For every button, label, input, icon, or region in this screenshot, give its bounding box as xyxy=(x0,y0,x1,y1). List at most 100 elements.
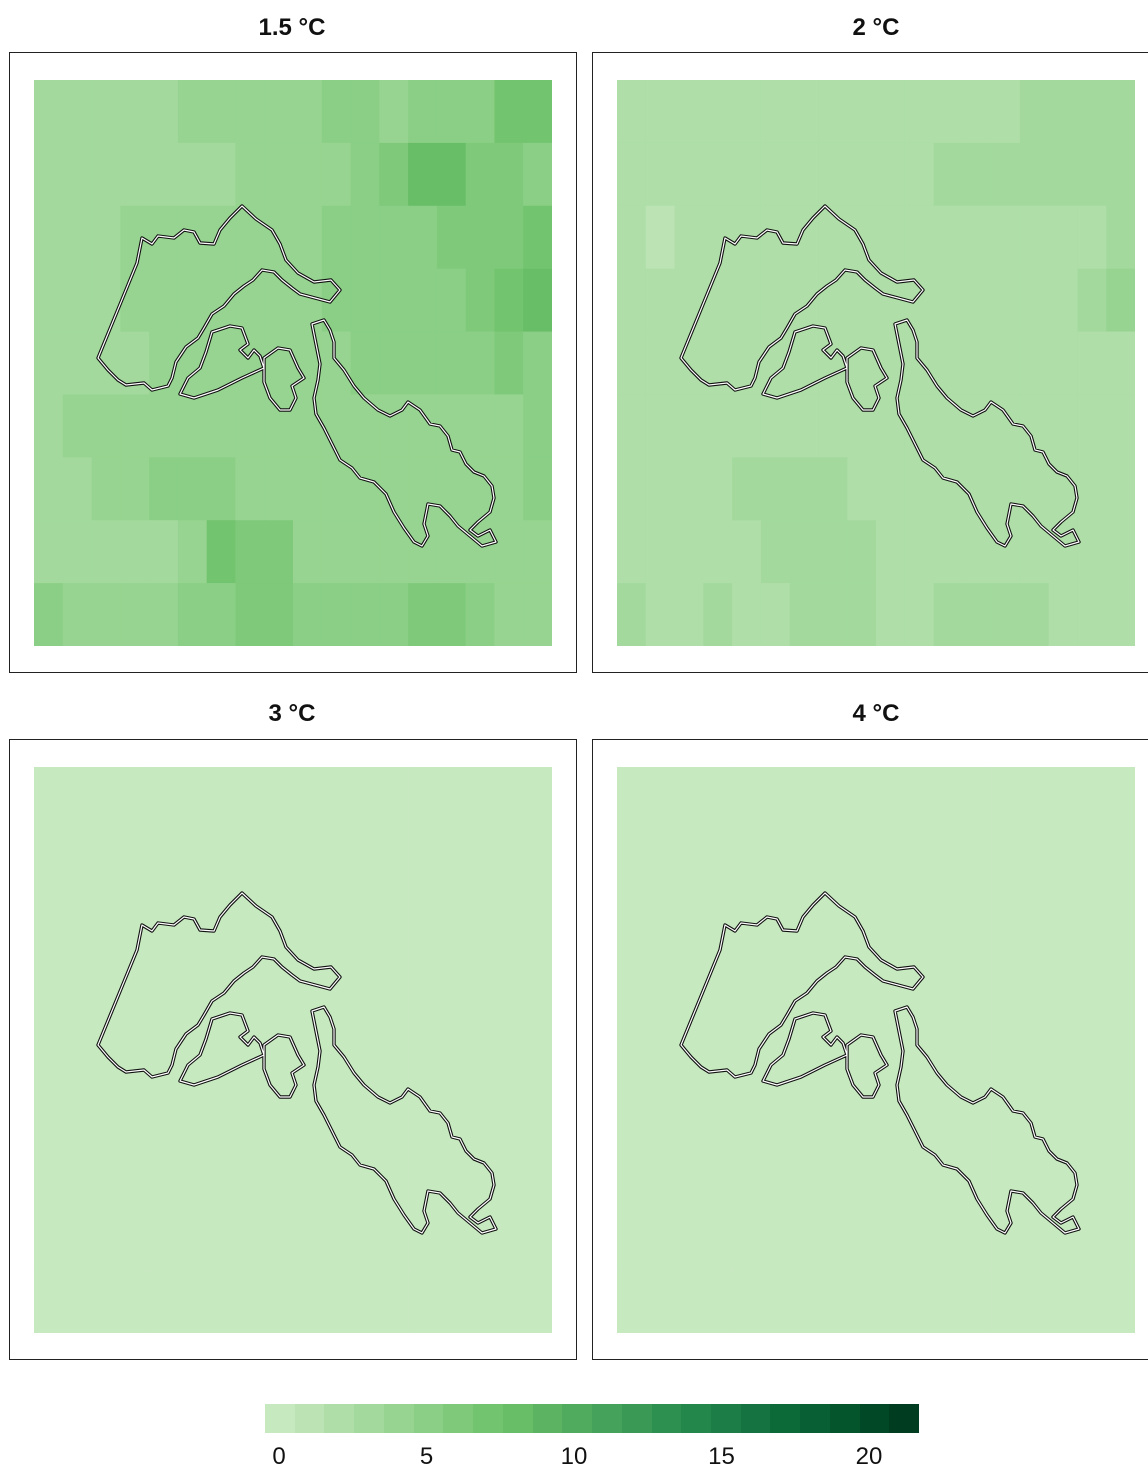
grid-cell xyxy=(293,80,323,144)
grid-cell xyxy=(149,1207,179,1271)
grid-cell xyxy=(732,394,762,458)
map-field xyxy=(617,80,1135,646)
grid-cell xyxy=(379,205,409,270)
grid-cell xyxy=(1106,1207,1135,1271)
grid-cell xyxy=(408,892,438,957)
grid-cell xyxy=(91,520,121,584)
grid-cell xyxy=(732,331,762,396)
grid-cell xyxy=(962,268,992,333)
panel-title: 3 °C xyxy=(268,700,316,727)
grid-cell xyxy=(120,268,150,333)
grid-cell xyxy=(235,80,265,144)
grid-cell xyxy=(674,829,704,894)
grid-cell xyxy=(1019,1144,1050,1208)
grid-cell xyxy=(34,767,64,831)
grid-cell xyxy=(494,955,524,1020)
colorbar-tick-label: 15 xyxy=(708,1443,735,1470)
grid-cell xyxy=(933,1207,963,1271)
grid-cell xyxy=(818,142,848,207)
grid-cell xyxy=(703,1081,733,1145)
grid-cell xyxy=(933,520,963,584)
colorbar-tick-label: 5 xyxy=(419,1443,434,1470)
grid-cell xyxy=(933,80,963,144)
grid-cell xyxy=(991,331,1021,396)
grid-cell xyxy=(1106,80,1135,144)
grid-cell xyxy=(321,892,352,957)
colorbar-swatch xyxy=(651,1404,682,1433)
grid-cell xyxy=(847,829,877,894)
grid-cell xyxy=(408,1018,438,1083)
grid-cell xyxy=(523,80,552,144)
grid-cell xyxy=(494,767,524,831)
grid-cell xyxy=(904,520,935,584)
grid-cell xyxy=(732,457,762,521)
grid-cell xyxy=(818,520,848,584)
grid-cell xyxy=(465,1018,496,1083)
grid-cell xyxy=(876,520,906,584)
grid-cell xyxy=(703,955,733,1020)
grid-cell xyxy=(1048,1018,1079,1083)
grid-cell xyxy=(818,268,848,333)
grid-cell xyxy=(1019,205,1050,270)
grid-cell xyxy=(264,142,294,207)
grid-cell xyxy=(933,583,963,646)
grid-cell xyxy=(1077,767,1107,831)
grid-cell xyxy=(62,955,93,1020)
grid-cell xyxy=(818,767,848,831)
grid-cell xyxy=(436,767,467,831)
grid-cell xyxy=(62,1018,93,1083)
grid-cell xyxy=(120,583,150,646)
grid-cell xyxy=(321,457,352,521)
grid-cell xyxy=(62,268,93,333)
grid-cell xyxy=(789,1018,820,1083)
grid-cell xyxy=(847,1144,877,1208)
grid-cell xyxy=(350,268,380,333)
map-svg xyxy=(617,767,1135,1333)
grid-cell xyxy=(350,1144,380,1208)
grid-cell xyxy=(1019,331,1050,396)
grid-cell xyxy=(91,394,121,458)
grid-cell xyxy=(523,1081,552,1145)
grid-cell xyxy=(408,1144,438,1208)
grid-cell xyxy=(674,1207,704,1271)
grid-cell xyxy=(904,457,935,521)
grid-cell xyxy=(1106,829,1135,894)
grid-cell xyxy=(818,829,848,894)
grid-cell xyxy=(617,1018,647,1083)
grid-cell xyxy=(904,80,935,144)
grid-cell xyxy=(674,1144,704,1208)
grid-cell xyxy=(1048,955,1079,1020)
grid-cell xyxy=(876,457,906,521)
grid-cell xyxy=(674,268,704,333)
grid-cell xyxy=(293,583,323,646)
grid-cell xyxy=(1106,457,1135,521)
grid-cell xyxy=(760,457,791,521)
grid-cell xyxy=(235,268,265,333)
grid-cell xyxy=(876,394,906,458)
grid-cell xyxy=(523,892,552,957)
grid-cell xyxy=(91,80,121,144)
grid-cell xyxy=(494,1081,524,1145)
grid-cell xyxy=(760,955,791,1020)
colorbar-swatch xyxy=(265,1404,295,1433)
grid-cell xyxy=(1106,955,1135,1020)
grid-cell xyxy=(206,394,237,458)
grid-cell xyxy=(436,142,467,207)
grid-cell xyxy=(1077,1207,1107,1271)
grid-cell xyxy=(645,892,676,957)
grid-cell xyxy=(350,767,380,831)
grid-cell xyxy=(494,457,524,521)
grid-cell xyxy=(732,955,762,1020)
grid-cell xyxy=(645,955,676,1020)
grid-cell xyxy=(465,767,496,831)
grid-cell xyxy=(617,457,647,521)
grid-cell xyxy=(494,1018,524,1083)
grid-cell xyxy=(206,1207,237,1271)
grid-cell xyxy=(904,1081,935,1145)
grid-cell xyxy=(645,1270,676,1333)
grid-cell xyxy=(408,1207,438,1271)
grid-cell xyxy=(149,829,179,894)
grid-cell xyxy=(206,142,237,207)
grid-cell xyxy=(465,205,496,270)
grid-cell xyxy=(120,80,150,144)
